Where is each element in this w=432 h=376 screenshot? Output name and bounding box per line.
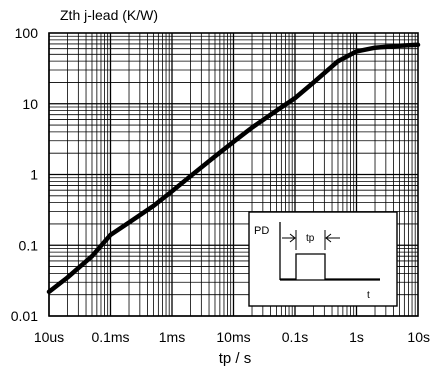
inset-arrow-right-head (325, 233, 332, 243)
y-tick-label: 1 (30, 167, 38, 183)
y-tick-label: 100 (15, 25, 39, 41)
inset-arrow-left-head (289, 233, 296, 243)
inset-pulse (280, 253, 380, 280)
y-tick-label: 0.01 (11, 308, 38, 324)
x-tick-label: 0.1s (282, 329, 308, 345)
x-axis-label: tp / s (219, 350, 252, 367)
inset-box (248, 211, 398, 307)
y-tick-label: 0.1 (19, 237, 39, 253)
chart-title: Zth j-lead (K/W) (60, 7, 158, 23)
y-tick-label: 10 (22, 96, 38, 112)
x-tick-label: 10us (34, 329, 64, 345)
plot-frame (48, 32, 419, 317)
y-tick-labels: 0.01 0.1 1 10 100 (11, 25, 38, 324)
x-tick-label: 10s (407, 329, 430, 345)
x-tick-label: 1s (349, 329, 364, 345)
pulse-inset: PD tp t (248, 211, 398, 307)
x-tick-label: 1ms (159, 329, 185, 345)
inset-tp-label: tp (306, 233, 315, 244)
zth-series-line (46, 42, 421, 295)
x-tick-label: 10ms (216, 329, 250, 345)
inset-pd-label: PD (254, 225, 269, 237)
grid-major (48, 33, 418, 317)
x-tick-label: 0.1ms (91, 329, 129, 345)
inset-t-label: t (367, 290, 370, 301)
x-tick-labels: 10us 0.1ms 1ms 10ms 0.1s 1s 10s (34, 329, 430, 345)
